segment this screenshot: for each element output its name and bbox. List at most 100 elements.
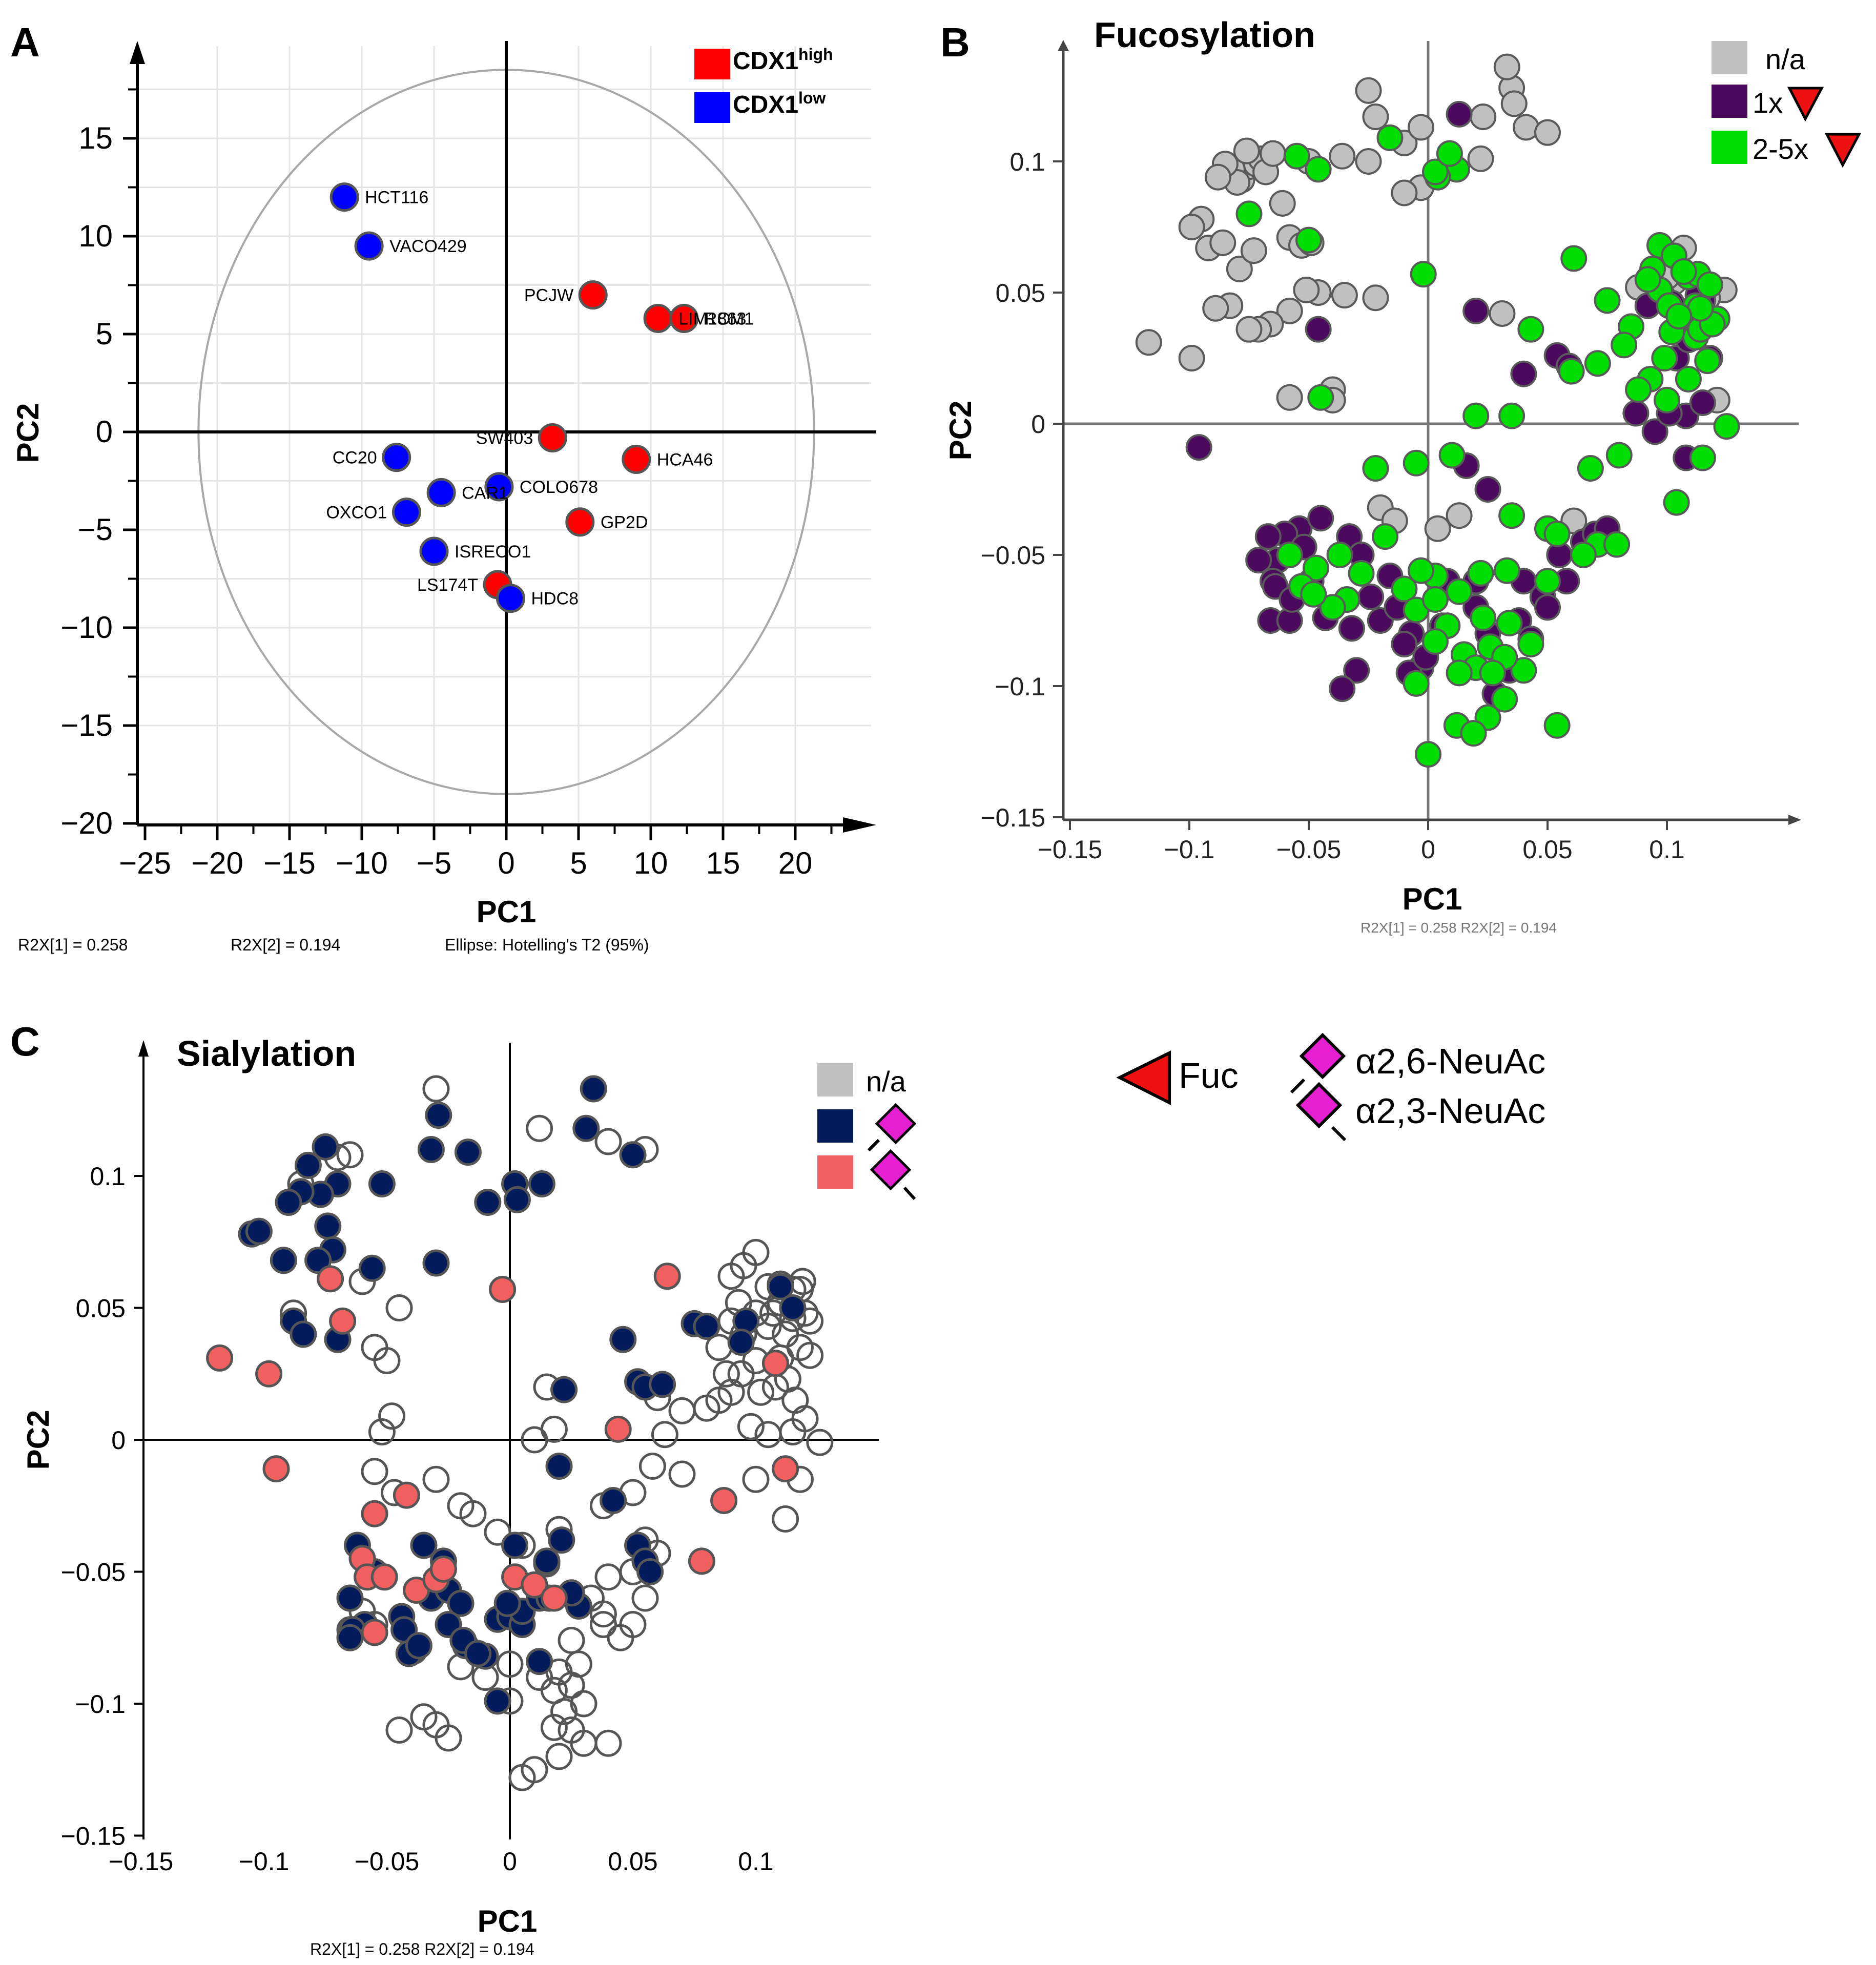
point [1424, 515, 1451, 542]
point [1305, 316, 1332, 343]
point [275, 1189, 302, 1216]
point [1307, 505, 1334, 532]
point [649, 1371, 676, 1398]
point [1670, 258, 1697, 285]
point [1403, 670, 1430, 697]
x-tick-label: 0.05 [608, 1847, 657, 1876]
point [1319, 594, 1346, 621]
point [1689, 389, 1716, 417]
point [796, 1307, 824, 1335]
point [1226, 255, 1253, 282]
point [405, 1632, 432, 1660]
legend-swatch-2-5x [1712, 131, 1747, 164]
point [594, 1563, 622, 1591]
point [1355, 77, 1382, 104]
point-lim1863 [643, 303, 673, 333]
fucose-triangle-icon [1824, 133, 1862, 168]
x-tick-label: −0.05 [1276, 835, 1342, 864]
point [545, 1453, 573, 1480]
point [422, 1465, 450, 1493]
point [1491, 686, 1518, 713]
point-colo678 [484, 472, 514, 502]
point [653, 1263, 681, 1290]
point-label-hca46: HCA46 [657, 450, 713, 469]
x-tick-label: 0.1 [1649, 835, 1685, 864]
panel-b-title: Fucosylation [1094, 15, 1315, 55]
point [1534, 568, 1561, 595]
point [1510, 360, 1537, 387]
point [1605, 442, 1633, 469]
point [447, 1589, 475, 1617]
point [1654, 386, 1680, 413]
point [368, 1418, 396, 1446]
point [1329, 675, 1356, 702]
y-tick-label: −0.15 [980, 803, 1045, 832]
point-label-vaco429: VACO429 [389, 237, 467, 256]
x-tick-label: 20 [778, 846, 813, 880]
point [1570, 542, 1597, 568]
point [361, 1619, 388, 1646]
point [742, 1465, 770, 1493]
point-label-lim1863: LIM1863 [678, 309, 746, 328]
point [422, 1249, 450, 1277]
point [1338, 615, 1365, 642]
point [540, 1713, 568, 1741]
point-gp2d [565, 507, 595, 537]
point-label-pcjw: PCJW [524, 286, 573, 305]
y-tick-label: −15 [60, 708, 113, 742]
panel-b-ylabel: PC2 [943, 401, 978, 461]
x-tick-label: 0 [498, 846, 514, 880]
legend-label-2-5x: 2-5x [1753, 133, 1808, 165]
point-label-isreco1: ISRECO1 [455, 542, 531, 562]
point [503, 1186, 531, 1213]
point [600, 1486, 627, 1514]
point [1283, 142, 1310, 170]
point [781, 1387, 809, 1414]
point-hdc8 [496, 584, 525, 613]
point [493, 1589, 521, 1617]
point [429, 1555, 457, 1583]
point [1534, 119, 1561, 146]
x-tick-label: −0.15 [109, 1847, 174, 1876]
legend-label-1x: 1x [1753, 87, 1783, 119]
point [1408, 114, 1435, 141]
point [580, 1075, 607, 1103]
point [1694, 347, 1721, 375]
point [368, 1170, 396, 1197]
point-label-gp2d: GP2D [601, 513, 648, 532]
point [1446, 502, 1473, 529]
point-label-car1: CAR1 [462, 483, 508, 503]
point [290, 1320, 317, 1348]
point [370, 1563, 398, 1591]
point [1185, 434, 1212, 461]
point [572, 1114, 600, 1142]
x-tick-label: −0.15 [1038, 835, 1103, 864]
point [1489, 300, 1516, 327]
point [474, 1189, 502, 1216]
point [796, 1341, 824, 1369]
y-tick-label: 0 [1031, 410, 1045, 439]
glyph-legend-fuc: Fuc [1179, 1056, 1239, 1095]
point [1493, 53, 1520, 80]
point [550, 1698, 578, 1725]
point [589, 1600, 617, 1628]
point-hct116 [329, 182, 359, 212]
x-tick-label: −0.1 [1164, 835, 1215, 864]
point [767, 1273, 794, 1300]
legend-swatch-na [817, 1063, 853, 1097]
point [526, 1114, 553, 1142]
point [1300, 581, 1327, 608]
panel-a-footer-r2x2: R2X[2] = 0.194 [231, 936, 340, 954]
point [489, 1275, 517, 1303]
x-tick-label: 0.1 [738, 1847, 774, 1876]
y-tick-label: 15 [78, 121, 113, 155]
point [1293, 276, 1320, 303]
point [1391, 179, 1418, 206]
y-tick-label: 0.1 [90, 1162, 126, 1191]
point [594, 1729, 622, 1757]
panel-c-title: Sialylation [177, 1033, 356, 1073]
neuac-a23-icon [870, 1149, 916, 1201]
y-tick-label: 5 [96, 317, 113, 351]
